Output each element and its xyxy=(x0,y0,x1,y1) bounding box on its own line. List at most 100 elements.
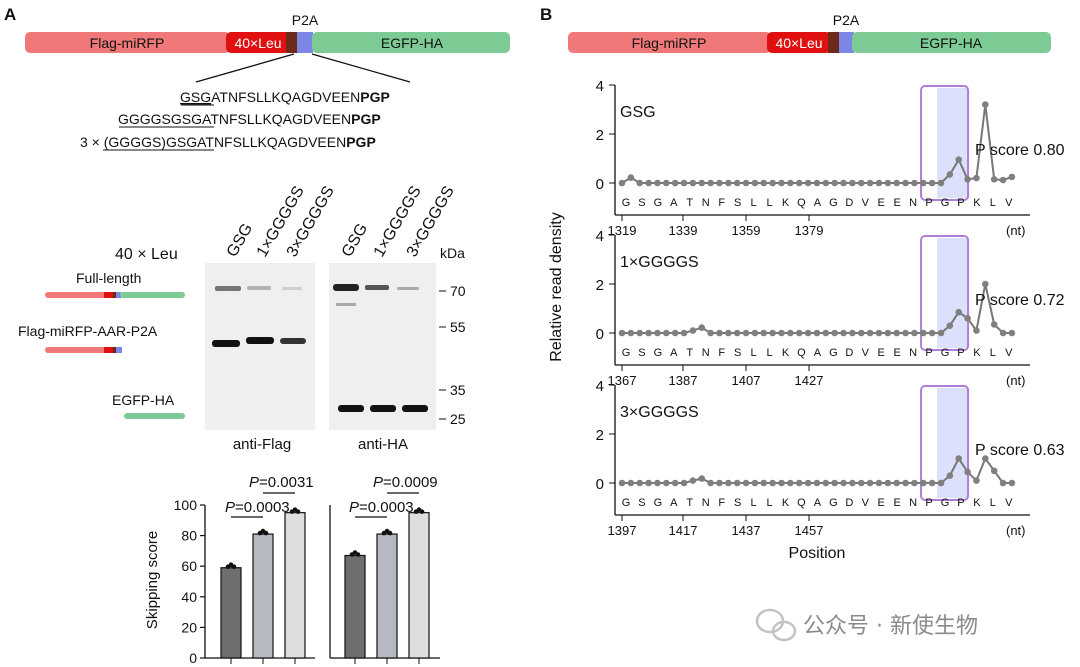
bar-group: P=0.0003 P=0.0009 xyxy=(329,474,440,664)
density-point xyxy=(760,479,768,487)
aa-letter: A xyxy=(670,197,678,209)
blot-anti-flag xyxy=(205,263,315,430)
density-point xyxy=(733,179,741,187)
density-point xyxy=(680,479,688,487)
aa-letter: E xyxy=(893,347,900,359)
aa-letter: D xyxy=(845,197,853,209)
bar-point xyxy=(419,509,425,514)
density-point xyxy=(982,280,989,288)
density-point xyxy=(857,479,865,487)
density-point xyxy=(787,329,794,337)
density-point xyxy=(689,477,697,484)
aa-letter: K xyxy=(973,497,981,509)
bar-point xyxy=(231,564,237,570)
p-score: P score 0.72 xyxy=(975,292,1065,309)
leu-side-label: 40 × Leu xyxy=(115,246,178,263)
bar-point xyxy=(355,552,361,557)
density-point xyxy=(795,179,803,187)
aa-letter: L xyxy=(751,347,757,359)
aa-letter: G xyxy=(941,347,950,359)
aa-letter: S xyxy=(638,347,645,359)
aa-letter: S xyxy=(734,347,741,359)
density-point xyxy=(645,479,652,487)
density-point xyxy=(840,329,847,337)
density-point xyxy=(964,176,971,183)
plot-title: 3×GGGGS xyxy=(620,404,699,421)
svg-text:40×Leu: 40×Leu xyxy=(775,35,822,51)
aa-letter: K xyxy=(782,497,790,509)
aa-letter: A xyxy=(814,197,822,209)
bar-y-tick-label: 60 xyxy=(181,558,197,574)
aa-letter: K xyxy=(973,197,981,209)
density-point xyxy=(716,329,723,337)
aa-letter: K xyxy=(782,197,790,209)
aa-letter: L xyxy=(751,197,757,209)
density-point xyxy=(1008,173,1016,181)
aa-letter: E xyxy=(893,197,900,209)
density-point xyxy=(716,479,723,487)
density-point xyxy=(627,329,635,337)
pgp-highlight xyxy=(937,238,969,348)
density-point xyxy=(937,179,945,187)
density-point xyxy=(946,171,954,178)
density-point xyxy=(919,179,927,187)
density-point xyxy=(636,329,644,337)
aa-letter: V xyxy=(862,497,870,509)
density-point xyxy=(849,179,856,187)
density-point xyxy=(769,479,776,487)
density-point xyxy=(964,315,971,322)
density-point xyxy=(636,479,644,487)
linker-sequences: GSGATNFSLLKQAGDVEENPGP GGGGSGSGATNFSLLKQ… xyxy=(80,89,390,151)
lane-labels: GSG 1×GGGGS 3×GGGGS GSG 1×GGGGS 3×GGGGS xyxy=(224,183,458,260)
density-point xyxy=(955,156,963,164)
aa-letter: A xyxy=(670,347,678,359)
aa-letter: V xyxy=(862,347,870,359)
b-y-tick-label: 4 xyxy=(596,228,604,245)
aa-letter: F xyxy=(718,197,725,209)
density-point xyxy=(680,179,688,187)
bar-y-axis: 0 20 40 60 80 100 xyxy=(174,497,206,666)
aa-letter: V xyxy=(1005,497,1013,509)
density-point xyxy=(1008,329,1016,337)
density-point xyxy=(689,179,697,187)
pgp-box xyxy=(920,235,970,351)
miRFP-label: Flag-miRFP xyxy=(90,35,165,51)
density-point xyxy=(911,479,918,487)
density-point xyxy=(698,179,706,187)
density-point xyxy=(857,329,865,337)
b-y-tick-label: 2 xyxy=(596,127,604,144)
density-point xyxy=(946,322,954,329)
aa-letter: S xyxy=(638,497,645,509)
density-point xyxy=(884,479,892,487)
leu-segment xyxy=(226,32,290,53)
density-point xyxy=(999,329,1007,337)
density-point xyxy=(725,479,732,487)
bar xyxy=(408,512,430,659)
density-point xyxy=(716,179,723,187)
linker-segment xyxy=(286,32,297,53)
density-point xyxy=(795,329,803,337)
density-point xyxy=(778,179,785,187)
miRFP-segment xyxy=(25,32,230,53)
aa-letter: D xyxy=(845,347,853,359)
density-point xyxy=(937,479,945,487)
blot-title-flag: anti-Flag xyxy=(233,436,291,453)
density-point xyxy=(654,479,661,487)
aa-letter: G xyxy=(654,497,663,509)
b-x-tick-label: 1367 xyxy=(608,373,637,388)
bar xyxy=(220,567,242,659)
density-point xyxy=(733,479,741,487)
density-point xyxy=(866,179,874,187)
density-point xyxy=(822,179,830,187)
density-point xyxy=(795,479,803,487)
density-point xyxy=(663,179,670,187)
aa-letter: E xyxy=(878,497,885,509)
density-point xyxy=(769,329,776,337)
aa-letter: S xyxy=(638,197,645,209)
aa-letter: L xyxy=(990,197,996,209)
aa-letter: L xyxy=(766,347,772,359)
density-point xyxy=(822,479,830,487)
svg-text:55: 55 xyxy=(450,319,466,335)
b-x-tick-label: 1437 xyxy=(732,523,761,538)
